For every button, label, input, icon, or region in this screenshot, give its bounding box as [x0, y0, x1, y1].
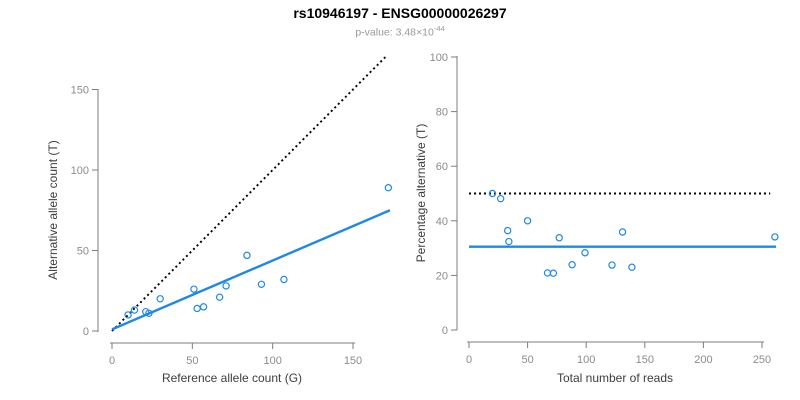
data-point — [543, 269, 552, 277]
data-point — [145, 309, 153, 317]
data-point — [608, 261, 616, 269]
y-tick-label: 80 — [436, 107, 448, 119]
data-point — [257, 280, 266, 289]
scatter-panel-allele-counts: 0 50 100 150 0 50 100 150 Reference allele count… — [46, 55, 393, 385]
y-tick-label: 50 — [77, 246, 89, 258]
data-point — [555, 234, 563, 242]
x-tick-label: 100 — [263, 355, 281, 367]
data-point — [618, 228, 627, 236]
data-point — [130, 306, 139, 314]
chart-title: rs10946197 - ENSG00000026297 — [293, 5, 507, 21]
data-point — [771, 233, 779, 241]
x-tick-label: 150 — [344, 355, 362, 367]
x-tick-label: 250 — [753, 354, 771, 366]
data-point — [496, 194, 505, 203]
data-point — [222, 282, 230, 290]
data-point — [280, 275, 288, 284]
y-tick-label: 40 — [436, 216, 448, 228]
y-tick-label: 60 — [436, 161, 448, 173]
y-tick-label: 0 — [442, 325, 448, 337]
data-point — [488, 189, 497, 198]
data-point — [193, 304, 201, 313]
y-axis-title: Percentage alternative (T) — [414, 124, 428, 263]
data-point — [505, 237, 513, 246]
x-axis-title: Reference allele count (G) — [162, 371, 302, 385]
pvalue-exponent: -44 — [433, 24, 445, 33]
x-tick-label: 50 — [521, 354, 533, 366]
x-tick-label: 50 — [186, 355, 198, 367]
regression-line — [111, 209, 391, 331]
x-tick-label: 0 — [466, 354, 472, 366]
data-point — [568, 261, 576, 269]
data-point — [581, 249, 589, 257]
pvalue-text: p-value: 3.48×10 — [355, 26, 434, 39]
x-tick-label: 100 — [577, 354, 595, 366]
x-tick-label: 150 — [636, 354, 654, 366]
data-point — [628, 263, 636, 271]
y-tick-label: 0 — [83, 326, 89, 338]
data-point — [190, 285, 198, 293]
data-point — [243, 251, 251, 260]
scatter-panel-percentage: 0 50 100 150 200 250 0 20 40 60 80 100 Total number … — [414, 52, 779, 385]
x-axis-title: Total number of reads — [557, 371, 673, 385]
data-point — [503, 226, 512, 235]
y-tick-label: 150 — [71, 85, 89, 97]
chart-subtitle: p-value: 3.48×10-44 — [0, 24, 800, 39]
data-point — [124, 311, 132, 319]
data-point — [523, 217, 532, 225]
data-point — [156, 295, 164, 303]
x-tick-label: 200 — [694, 354, 712, 366]
data-point — [384, 184, 393, 192]
identity-line — [111, 55, 388, 332]
data-point — [549, 269, 558, 277]
y-tick-label: 100 — [71, 165, 89, 177]
x-tick-label: 0 — [109, 355, 115, 367]
y-tick-label: 100 — [430, 52, 448, 64]
data-point — [199, 303, 208, 311]
y-axis-title: Alternative allele count (T) — [46, 140, 60, 279]
data-point — [215, 293, 224, 301]
y-tick-label: 20 — [436, 270, 448, 282]
